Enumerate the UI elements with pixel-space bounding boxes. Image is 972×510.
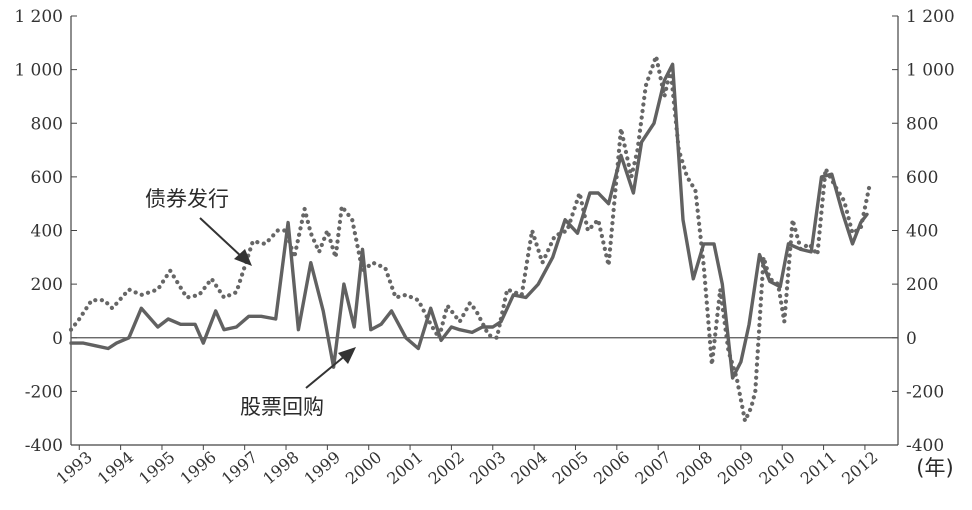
y-tick-label-left: 1 000 xyxy=(14,61,63,81)
y-tick-label-left: 800 xyxy=(31,114,63,134)
y-tick-label-left: 1 200 xyxy=(14,7,63,27)
annotation-stock-buyback: 股票回购 xyxy=(240,395,324,419)
x-tick-label: 2001 xyxy=(383,448,426,489)
x-tick-label: 1995 xyxy=(135,448,178,489)
y-tick-label-right: 200 xyxy=(906,275,938,295)
annotation-bond-arrow xyxy=(199,217,244,259)
annotation-buyback-arrowhead xyxy=(338,347,356,364)
x-tick-label: 2009 xyxy=(714,448,757,489)
x-tick-label: 2008 xyxy=(673,448,716,489)
x-axis-label: (年) xyxy=(916,456,953,480)
chart-axes xyxy=(70,15,899,450)
x-tick-label: 1999 xyxy=(301,448,344,489)
series-line-buyback xyxy=(69,62,869,380)
y-tick-label-right: -400 xyxy=(906,436,944,456)
y-tick-label-right: 1 200 xyxy=(906,7,955,27)
y-tick-label-left: 600 xyxy=(31,168,63,188)
y-tick-label-right: 1 000 xyxy=(906,61,955,81)
x-tick-label: 2007 xyxy=(631,448,674,489)
x-tick-label: 2003 xyxy=(466,448,509,489)
y-tick-label-right: 400 xyxy=(906,222,938,242)
x-tick-label: 2012 xyxy=(838,448,881,489)
x-tick-label: 2004 xyxy=(507,448,550,489)
x-tick-label: 1998 xyxy=(259,448,302,489)
y-tick-label-left: -400 xyxy=(25,436,63,456)
y-tick-label-right: 600 xyxy=(906,168,938,188)
y-tick-label-left: 0 xyxy=(52,329,63,349)
y-tick-label-right: 800 xyxy=(906,114,938,134)
annotation-bond-issuance: 债券发行 xyxy=(145,187,229,211)
x-tick-label: 2011 xyxy=(797,448,840,489)
x-tick-label: 2010 xyxy=(755,448,798,489)
x-tick-label: 2005 xyxy=(549,448,592,489)
x-tick-label: 2002 xyxy=(425,448,468,489)
x-tick-label: 2006 xyxy=(590,448,633,489)
y-tick-label-right: -200 xyxy=(906,382,944,402)
y-tick-label-left: -200 xyxy=(25,382,63,402)
x-tick-label: 1996 xyxy=(176,448,219,489)
x-tick-label: 1997 xyxy=(218,448,261,489)
y-tick-label-left: 200 xyxy=(31,275,63,295)
annotation-buyback-arrow xyxy=(305,354,347,389)
x-tick-label: 2000 xyxy=(342,448,385,489)
y-tick-label-left: 400 xyxy=(31,222,63,242)
chart-labels: -400 -400 -200 -200 0 0 200 200 400 400 600 600 800 8… xyxy=(14,7,954,488)
y-tick-label-right: 0 xyxy=(906,329,917,349)
chart-series xyxy=(68,54,872,423)
annotation-bond-arrowhead xyxy=(234,249,252,266)
series-line-bond xyxy=(68,54,872,423)
x-tick-label: 1994 xyxy=(94,448,137,489)
